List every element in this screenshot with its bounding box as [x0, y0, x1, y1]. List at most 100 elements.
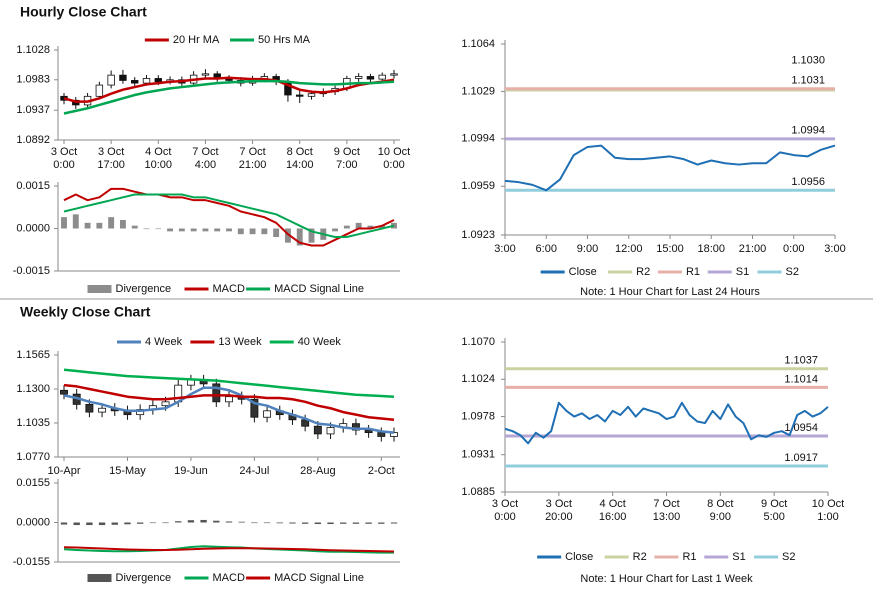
divergence-bar — [249, 228, 256, 235]
y-tick-label: 1.1028 — [16, 44, 50, 56]
x-tick-label: 24-Jul — [239, 465, 269, 477]
x-tick-label: 3 Oct — [98, 146, 124, 158]
x-tick-label: 3:00 — [824, 243, 845, 255]
x-tick-label: 7 Oct — [653, 498, 679, 510]
x-tick-label: 8 Oct — [287, 146, 313, 158]
y-tick-label: 1.0892 — [16, 134, 50, 146]
legend-label: 4 Week — [145, 336, 183, 348]
candle-body — [85, 403, 94, 413]
x-tick-label: 9:00 — [577, 243, 598, 255]
candle-body — [107, 74, 115, 86]
divergence-bar — [261, 228, 268, 235]
x-tick-label: 21:00 — [239, 159, 267, 171]
divergence-bar — [155, 228, 162, 230]
candle-body — [161, 401, 170, 407]
x-tick-label: 0:00 — [53, 159, 74, 171]
candle-body — [119, 74, 127, 81]
level-label: 1.1030 — [791, 55, 825, 67]
legend-label: S2 — [786, 266, 799, 278]
x-tick-label: 3 Oct — [51, 146, 77, 158]
candle-body — [351, 423, 360, 431]
x-tick-label: 0:00 — [783, 243, 804, 255]
legend-label: MACD — [213, 283, 245, 295]
divergence-bar — [202, 228, 209, 232]
series-line — [63, 368, 395, 398]
level-label: 1.0956 — [791, 176, 825, 188]
legend-label: S2 — [782, 551, 795, 563]
divergence-bar — [73, 522, 80, 526]
x-tick-label: 4 Oct — [600, 498, 626, 510]
candle-body — [60, 389, 68, 395]
divergence-bar — [343, 225, 350, 229]
candle-body — [201, 73, 210, 76]
x-tick-label: 5:00 — [763, 511, 784, 523]
legend-label: 13 Week — [218, 336, 262, 348]
divergence-bar — [332, 228, 339, 232]
candle-body — [154, 78, 162, 83]
candle-body — [378, 74, 386, 80]
legend-label: 20 Hr MA — [173, 34, 220, 46]
legend-label: MACD Signal Line — [274, 572, 364, 584]
y-tick-label: 1.0983 — [16, 74, 50, 86]
section-heading: Hourly Close Chart — [20, 4, 147, 20]
x-tick-label: 10 Oct — [378, 146, 410, 158]
divergence-bar — [301, 522, 309, 524]
series-line — [63, 383, 395, 422]
x-tick-label: 9 Oct — [761, 498, 787, 510]
chart-note: Note: 1 Hour Chart for Last 1 Week — [580, 573, 753, 585]
divergence-bar — [379, 225, 386, 229]
divergence-bar — [226, 228, 232, 232]
legend-label: Divergence — [116, 283, 172, 295]
level-label: 1.1037 — [784, 355, 818, 367]
candle-body — [136, 409, 145, 416]
candle-body — [250, 398, 259, 418]
y-tick-label: 0.0000 — [16, 222, 50, 234]
x-tick-label: 15-May — [109, 465, 146, 477]
x-tick-label: 20:00 — [545, 511, 573, 523]
y-tick-label: 1.0994 — [461, 133, 495, 145]
candle-body — [212, 383, 221, 403]
divergence-bar — [355, 222, 362, 229]
legend-label: R1 — [686, 266, 700, 278]
candle-body — [390, 432, 398, 437]
legend-label: MACD — [213, 572, 245, 584]
divergence-bar — [149, 522, 157, 524]
divergence-bar — [124, 522, 131, 525]
y-tick-label: 1.1300 — [16, 383, 50, 395]
divergence-bar — [143, 228, 150, 230]
candle-body — [98, 407, 107, 413]
y-tick-label: -0.0015 — [13, 265, 50, 277]
divergence-bar — [175, 521, 182, 523]
legend-label: R1 — [682, 551, 696, 563]
x-tick-label: 1:00 — [817, 511, 838, 523]
y-tick-label: 1.0770 — [16, 451, 50, 463]
divergence-bar — [96, 222, 103, 229]
candle-body — [296, 94, 304, 97]
divergence-bar — [167, 228, 174, 232]
candle-body — [313, 425, 322, 435]
legend-label: S1 — [736, 266, 749, 278]
x-tick-label: 4 Oct — [145, 146, 171, 158]
x-tick-label: 8 Oct — [707, 498, 733, 510]
x-tick-label: 10:00 — [145, 159, 173, 171]
divergence-bar — [178, 228, 185, 232]
x-tick-label: 16:00 — [599, 511, 627, 523]
divergence-bar — [60, 522, 68, 525]
divergence-bar — [84, 222, 91, 229]
x-tick-label: 3:00 — [494, 243, 515, 255]
x-tick-label: 0:00 — [383, 159, 404, 171]
divergence-bar — [378, 522, 385, 524]
x-tick-label: 7 Oct — [239, 146, 265, 158]
legend-label: Divergence — [116, 572, 172, 584]
divergence-bar — [187, 520, 195, 523]
divergence-bar — [367, 225, 374, 229]
x-tick-label: 18:00 — [697, 243, 725, 255]
divergence-bar — [289, 522, 296, 524]
candle-body — [326, 427, 335, 435]
divergence-bar — [72, 214, 79, 229]
x-tick-label: 17:00 — [97, 159, 125, 171]
series-line — [63, 76, 395, 103]
x-tick-label: 9:00 — [710, 511, 731, 523]
y-tick-label: -0.0155 — [13, 556, 50, 568]
